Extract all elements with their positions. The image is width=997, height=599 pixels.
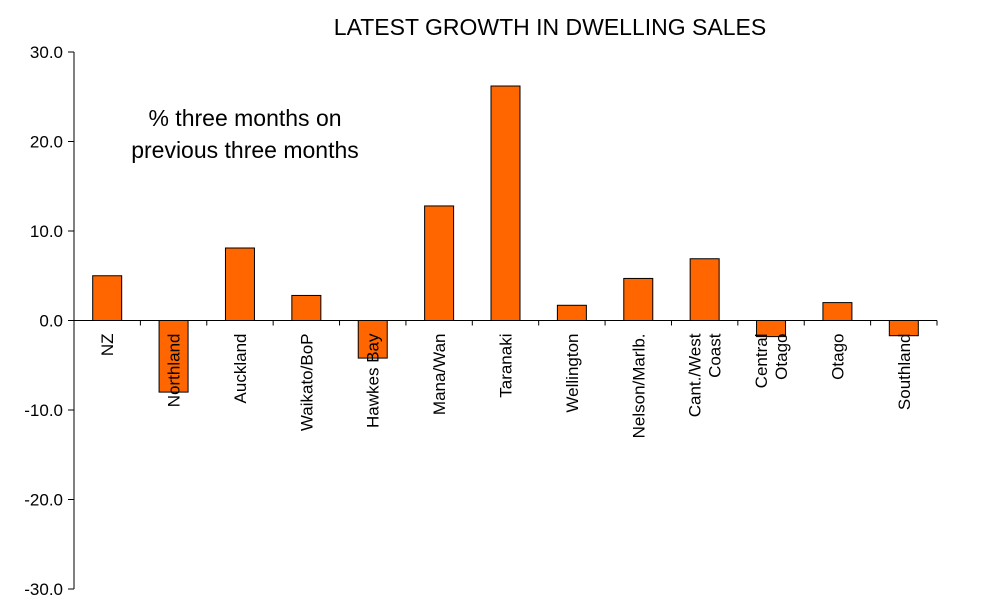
bar (756, 320, 787, 338)
bars (92, 85, 919, 393)
category-label-line: Otago (828, 334, 847, 380)
category-label-line: Mana/Wan (430, 334, 449, 416)
category-label-line: Southland (895, 334, 914, 411)
category-label: Mana/Wan (430, 334, 449, 416)
category-label-line: Central (752, 334, 771, 389)
y-tick-label: 10.0 (30, 222, 63, 241)
bar (490, 85, 521, 322)
bar (689, 258, 720, 321)
category-label-line: Hawkes Bay (364, 333, 383, 428)
bar (291, 294, 322, 322)
category-label-line: Waikato/BoP (297, 334, 316, 432)
annotation-line-2: previous three months (131, 137, 359, 163)
category-label-line: Nelson/Marlb. (629, 334, 648, 439)
category-label-line: NZ (98, 334, 117, 357)
y-tick-label: -20.0 (24, 491, 63, 510)
bar (224, 247, 255, 322)
y-tick-label: -10.0 (24, 401, 63, 420)
category-label-line: Cant./West (686, 333, 705, 417)
y-tick-label: 30.0 (30, 43, 63, 62)
category-label: Southland (895, 334, 914, 411)
category-label-line: Taranaki (497, 334, 516, 398)
category-label-line: Northland (165, 334, 184, 408)
y-tick-label: 20.0 (30, 133, 63, 152)
bar (623, 277, 654, 321)
y-tick-label: -30.0 (24, 580, 63, 599)
y-tick-label: 0.0 (39, 312, 63, 331)
bar (92, 275, 123, 321)
bar (822, 302, 853, 322)
bar (556, 304, 587, 322)
chart-annotation: % three months on previous three months (90, 102, 400, 166)
category-label: Northland (165, 334, 184, 408)
category-label-line: Auckland (231, 334, 250, 404)
category-label: Central Otago (752, 334, 791, 389)
category-label: Wellington (563, 334, 582, 413)
category-label: Otago (828, 334, 847, 380)
chart-title: LATEST GROWTH IN DWELLING SALES (333, 14, 767, 40)
category-label: Hawkes Bay (364, 333, 383, 428)
category-label: Auckland (231, 334, 250, 404)
axes: -30.0 -20.0 -10.0 0.0 10.0 20.0 30.0 (24, 43, 938, 599)
annotation-line-1: % three months on (148, 105, 342, 131)
category-label-line: Coast (706, 333, 725, 378)
category-label: Waikato/BoP (297, 334, 316, 432)
category-label: Nelson/Marlb. (629, 334, 648, 439)
category-label: NZ (98, 334, 117, 357)
category-label: Taranaki (497, 334, 516, 398)
bar (424, 205, 455, 321)
category-labels: NZ Northland Auckland Waikato/BoP Hawkes Bay… (98, 333, 914, 438)
category-label-line: Wellington (563, 334, 582, 413)
category-label: Cant./West Coast (686, 333, 725, 417)
bar (357, 320, 388, 359)
bar (888, 320, 919, 337)
bar (158, 320, 189, 393)
category-label-line: Otago (772, 334, 791, 380)
